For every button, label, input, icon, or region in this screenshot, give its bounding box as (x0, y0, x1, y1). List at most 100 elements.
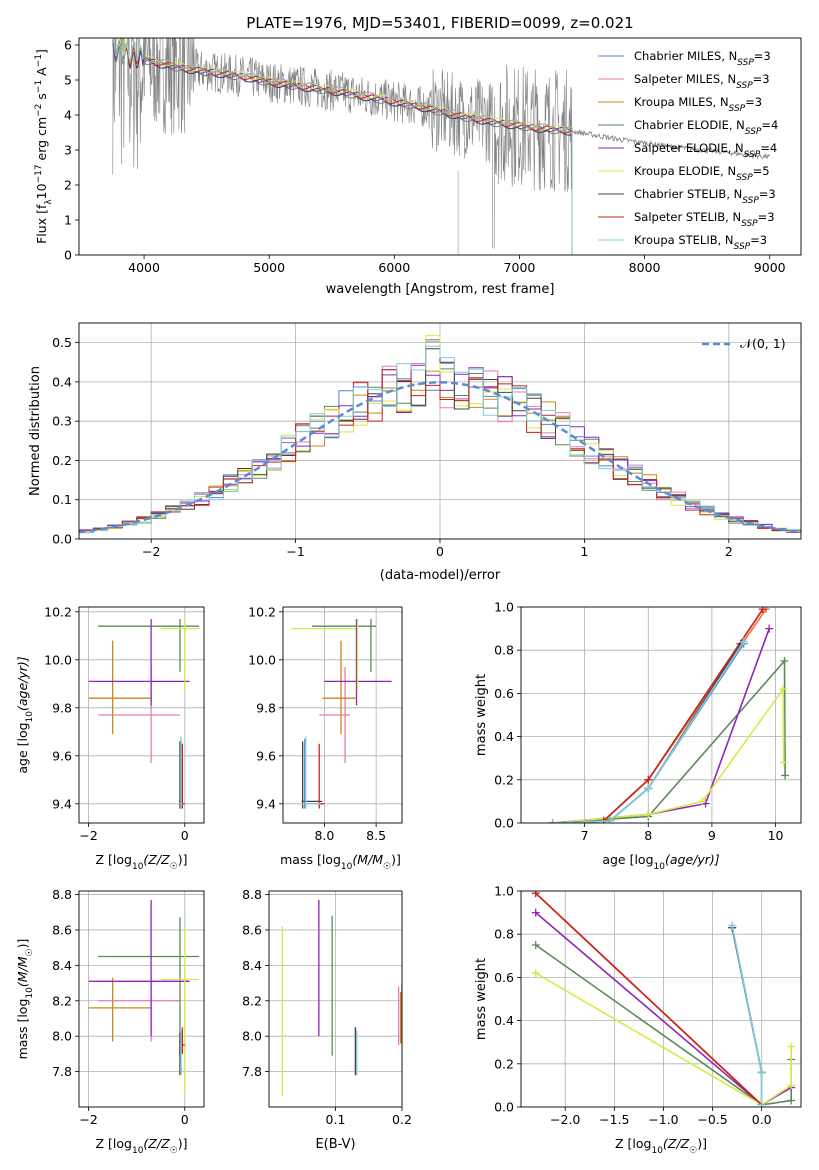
y-tick-label: 0.6 (494, 970, 514, 985)
plot-area-spectrum (112, 38, 770, 255)
figure-title: PLATE=1976, MJD=53401, FIBERID=0099, z=0… (246, 14, 633, 32)
x-tick-label: 0 (181, 1112, 189, 1127)
y-axis-label: age [log10(age/yr)] (15, 656, 35, 773)
y-tick-label: 8.6 (52, 922, 72, 937)
massweight-point (531, 891, 540, 898)
x-axis-label: E(B-V) (315, 1137, 355, 1152)
y-tick-label: 1 (64, 213, 72, 228)
x-tick-label: 9 (708, 828, 716, 843)
y-axis-label: Flux [fλ10−17 erg cm−2 s−1 A−1] (34, 49, 54, 244)
y-tick-label: 0.0 (494, 816, 514, 831)
x-tick-label: 0.0 (752, 1112, 772, 1127)
panel-spectrum: 4000 5000 6000 7000 8000 9000 0 1 2 3 4 5 6 Chabrier … (34, 38, 802, 297)
massweight-point (779, 758, 788, 767)
x-tick-label: 5000 (253, 260, 285, 275)
x-tick-label: −1.5 (599, 1112, 629, 1127)
massweight-point (531, 969, 540, 978)
normal-curve (79, 381, 801, 534)
axes-frame (520, 890, 802, 1108)
y-tick-label: 0.0 (494, 1100, 514, 1115)
y-tick-label: 0.2 (52, 453, 72, 468)
massweight-point (780, 657, 789, 665)
y-tick-label: 0 (64, 248, 72, 263)
massweight-point (787, 1042, 796, 1051)
massweight-line (552, 628, 770, 823)
x-tick-label: 10 (768, 828, 784, 843)
y-tick-label: 0.4 (52, 374, 72, 389)
x-tick-label: −1 (286, 544, 304, 559)
legend-label: 𝒩(0, 1) (740, 336, 786, 351)
y-tick-label: 8.8 (52, 887, 72, 902)
plot-area-massweight_vs_Z (521, 891, 801, 1107)
x-axis-label: wavelength [Angstrom, rest frame] (326, 282, 555, 297)
y-tick-label: 1.0 (494, 600, 514, 615)
axes-frame (282, 606, 403, 824)
x-tick-label: 0.2 (392, 1112, 412, 1127)
y-tick-label: 7.8 (52, 1064, 72, 1079)
y-tick-label: 0.2 (494, 772, 514, 787)
x-tick-label: 8.0 (314, 828, 334, 843)
legend-label: Chabrier STELIB, NSSP=3 (634, 187, 776, 206)
x-tick-label: 0.1 (326, 1112, 346, 1127)
data-spectrum-tail (571, 128, 770, 160)
x-axis-label: Z [log10(Z/Z☉)] (96, 852, 188, 872)
massweight-line (552, 658, 786, 823)
y-tick-label: 0.8 (494, 927, 514, 942)
y-axis-label: Normed distribution (28, 366, 43, 496)
y-tick-label: 9.6 (52, 748, 72, 763)
massweight-line (535, 972, 793, 1106)
panel-mass_vs_ebv: 0.1 0.2 7.8 8.0 8.2 8.4 8.6 8.8 E(B-V) (242, 887, 412, 1152)
y-tick-label: 9.4 (52, 796, 72, 811)
legend-label: Kroupa MILES, NSSP=3 (634, 95, 762, 114)
plot-area-mass_vs_Z (79, 891, 204, 1107)
panel-age_vs_mass: 8.0 8.5 9.4 9.6 9.8 10.0 10.2 mass [log10(M/M☉)… (248, 604, 403, 872)
y-axis-label: mass weight (474, 958, 489, 1040)
panel-massweight_vs_Z: −2.0 −1.5 −1.0 −0.5 0.0 0.0 0.2 0.4 0.6 0.8 1.0 Z [… (474, 884, 802, 1156)
y-tick-label: 3 (64, 143, 72, 158)
x-axis-label: age [log10(age/yr)] (602, 852, 719, 872)
y-tick-label: 2 (64, 178, 72, 193)
y-axis-label: mass weight (474, 674, 489, 756)
axes-frame (520, 606, 802, 824)
panel-mass_vs_Z: −2 0 7.8 8.0 8.2 8.4 8.6 8.8 Z [log10(Z/Z☉)] mass… (15, 887, 205, 1156)
x-tick-label: −1.0 (648, 1112, 678, 1127)
massweight-point (757, 1068, 766, 1077)
y-tick-label: 10.0 (44, 652, 72, 667)
massweight-point (644, 775, 653, 784)
massweight-point (787, 1081, 796, 1090)
massweight-point (758, 607, 767, 614)
legend-label: Kroupa ELODIE, NSSP=5 (634, 164, 770, 183)
massweight-point (739, 637, 748, 646)
plot-area-age_vs_mass (283, 607, 402, 823)
y-tick-label: 5 (64, 73, 72, 88)
y-axis-label: mass [log10(M/M☉)] (15, 939, 35, 1060)
x-tick-label: 7000 (504, 260, 536, 275)
y-tick-label: 0.1 (52, 492, 72, 507)
y-tick-label: 8.4 (242, 958, 262, 973)
legend-label: Kroupa STELIB, NSSP=3 (634, 233, 767, 252)
panels: 4000 5000 6000 7000 8000 90000123456Chabrier … (15, 38, 802, 1156)
y-tick-label: 8.0 (242, 1029, 262, 1044)
y-tick-label: 0.5 (52, 335, 72, 350)
massweight-point (765, 624, 774, 633)
x-tick-label: −2 (79, 1112, 97, 1127)
massweight-point (548, 819, 557, 823)
plot-area-massweight_vs_age (521, 607, 801, 823)
spectrum-legend: Chabrier MILES, NSSP=3 Salpeter MILES, NS… (598, 49, 778, 252)
x-tick-label: −2.0 (550, 1112, 580, 1127)
y-tick-label: 9.4 (256, 796, 276, 811)
x-tick-label: 8.5 (366, 828, 386, 843)
y-tick-label: 6 (64, 38, 72, 53)
legend-label: Chabrier ELODIE, NSSP=4 (634, 118, 778, 137)
legend-label: Salpeter MILES, NSSP=3 (634, 72, 770, 91)
panel-massweight_vs_age: 7 8 9 10 0.0 0.2 0.4 0.6 0.8 1.0 age [log10(age/yr… (474, 600, 802, 872)
y-tick-label: 0.3 (52, 414, 72, 429)
model-spectrum (112, 38, 573, 255)
model-spectrum (112, 41, 573, 255)
plot-area-mass_vs_ebv (269, 891, 402, 1107)
x-axis-label: Z [log10(Z/Z☉)] (96, 1136, 188, 1156)
y-tick-label: 10.2 (248, 604, 276, 619)
y-tick-label: 8.0 (52, 1029, 72, 1044)
y-tick-label: 9.8 (256, 700, 276, 715)
